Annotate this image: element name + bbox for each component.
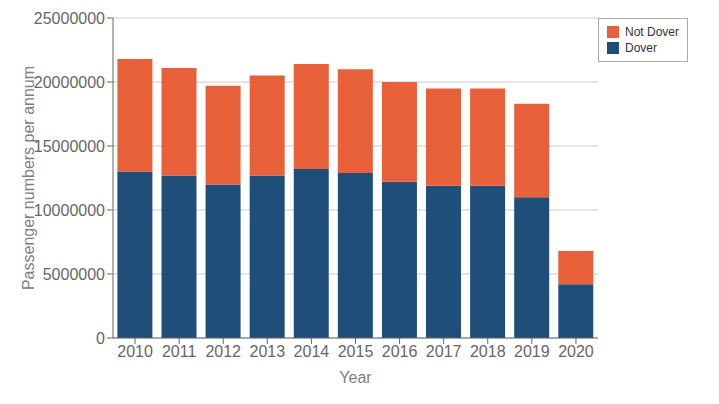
- svg-text:5000000: 5000000: [43, 266, 105, 283]
- svg-text:2013: 2013: [250, 343, 286, 360]
- html-text:Dover: Dover: [625, 41, 657, 55]
- svg-text:2018: 2018: [470, 343, 506, 360]
- svg-text:2015: 2015: [338, 343, 374, 360]
- svg-text:15000000: 15000000: [34, 138, 105, 155]
- svg-text:2011: 2011: [162, 343, 197, 360]
- svg-text:2017: 2017: [426, 343, 462, 360]
- svg-text:10000000: 10000000: [34, 202, 105, 219]
- svg-text:Year: Year: [339, 369, 372, 386]
- svg-text:Passenger numbers per annum: Passenger numbers per annum: [20, 66, 37, 290]
- svg-text:2019: 2019: [514, 343, 550, 360]
- html-text:Not Dover: Not Dover: [625, 25, 679, 39]
- svg-text:25000000: 25000000: [34, 10, 105, 27]
- svg-text:2020: 2020: [558, 343, 594, 360]
- svg-text:2010: 2010: [117, 343, 153, 360]
- svg-text:2012: 2012: [205, 343, 241, 360]
- svg-text:2014: 2014: [294, 343, 330, 360]
- svg-text:2016: 2016: [382, 343, 418, 360]
- svg-text:0: 0: [96, 330, 105, 347]
- svg-text:20000000: 20000000: [34, 74, 105, 91]
